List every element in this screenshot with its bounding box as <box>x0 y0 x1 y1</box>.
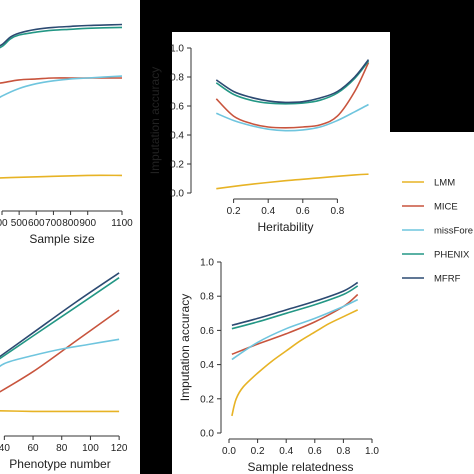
x-tick-label: 800 <box>62 218 79 229</box>
y-tick-label: 0.0 <box>200 429 214 440</box>
x-tick-label: 0.4 <box>279 446 293 457</box>
y-tick-label: 1.0 <box>170 44 184 55</box>
x-tick-label: 120 <box>111 443 128 454</box>
y-tick-label: 0.2 <box>170 160 184 171</box>
series-line-mfrf <box>215 59 370 104</box>
panel-4: 0.0 0.2 0.4 0.6 0.8 1.0 Sample relatedness 0.0 0… <box>178 258 379 474</box>
y-tick-label: 1.0 <box>200 258 214 269</box>
x-tick-label: 60 <box>27 443 39 454</box>
panel-2: 0.2 0.4 0.6 0.8 Heritability 0.0 0.2 0.4 0.6 0.8 1… <box>148 44 370 234</box>
x-tick-label: 0.6 <box>308 446 322 457</box>
panel-a-background <box>0 0 140 250</box>
x-tick-label: 0.2 <box>227 206 241 217</box>
x-tick-label: 0.6 <box>296 206 310 217</box>
y-tick-label: 0.4 <box>200 360 214 371</box>
x-tick-label: 500 <box>11 218 28 229</box>
y-tick-label: 0.6 <box>170 102 184 113</box>
legend-label: PHENIX <box>434 250 470 261</box>
series-line-missforest <box>215 103 369 132</box>
x-tick-label: 0.8 <box>330 206 344 217</box>
series-line-lmm <box>0 409 120 413</box>
legend-label: MFRF <box>434 274 461 285</box>
series-line-phenix <box>0 26 123 49</box>
legend-label: MICE <box>434 202 458 213</box>
series-line-phenix <box>215 60 370 105</box>
y-tick-label: 0.4 <box>170 131 184 142</box>
legend-background <box>390 132 474 360</box>
y-tick-label: 0.8 <box>200 292 214 303</box>
x-tick-label: 0.4 <box>261 206 275 217</box>
series-line-mfrf <box>231 281 359 327</box>
y-axis-label: Imputation accuracy <box>178 294 192 401</box>
series-line-lmm <box>0 174 123 179</box>
x-tick-label: 0.2 <box>251 446 265 457</box>
x-tick-label: 0.8 <box>336 446 350 457</box>
y-tick-label: 0.2 <box>200 394 214 405</box>
series-line-mfrf <box>0 272 120 358</box>
series-line-lmm <box>216 173 369 190</box>
series-line-missforest <box>0 338 120 368</box>
x-tick-label: 80 <box>56 443 68 454</box>
series-line-mfrf <box>0 23 123 47</box>
x-tick-label: 0.0 <box>222 446 236 457</box>
x-axis-label: Phenotype number <box>9 457 110 471</box>
x-tick-label: 1.0 <box>365 446 379 457</box>
panel-1: 00500600700800900 1100 Sample size <box>0 23 133 246</box>
panel-d-background <box>172 250 390 360</box>
series-line-mice <box>0 309 120 393</box>
x-tick-label: 100 <box>82 443 99 454</box>
y-axis-label: Imputation accuracy <box>148 67 162 174</box>
legend-label: LMM <box>434 178 455 189</box>
x-tick-label: 700 <box>45 218 62 229</box>
y-tick-label: 0.6 <box>200 326 214 337</box>
x-tick-label: 600 <box>28 218 45 229</box>
x-tick-label: 00 <box>0 218 8 229</box>
series-line-lmm <box>231 309 359 417</box>
series-line-mice <box>215 62 370 129</box>
x-axis-label: Sample relatedness <box>247 460 353 474</box>
panel-c-background <box>0 250 140 474</box>
x-tick-label: 1100 <box>111 218 133 229</box>
legend-label: missFore <box>434 226 473 237</box>
y-tick-label: 0.8 <box>170 73 184 84</box>
legend: LMM MICE missFore PHENIX MFRF <box>402 178 473 285</box>
x-tick-label: 900 <box>79 218 96 229</box>
series-line-missforest <box>231 298 359 361</box>
x-axis-label: Sample size <box>29 232 95 246</box>
x-axis-label: Heritability <box>257 220 313 234</box>
series-line-phenix <box>0 277 120 360</box>
series-line-missforest <box>0 75 123 99</box>
series-line-phenix <box>231 285 359 330</box>
panel-b-background <box>172 32 390 250</box>
y-tick-label: 0.0 <box>170 189 184 200</box>
panel-d-background-lower <box>172 360 474 474</box>
x-tick-label: 40 <box>0 443 10 454</box>
